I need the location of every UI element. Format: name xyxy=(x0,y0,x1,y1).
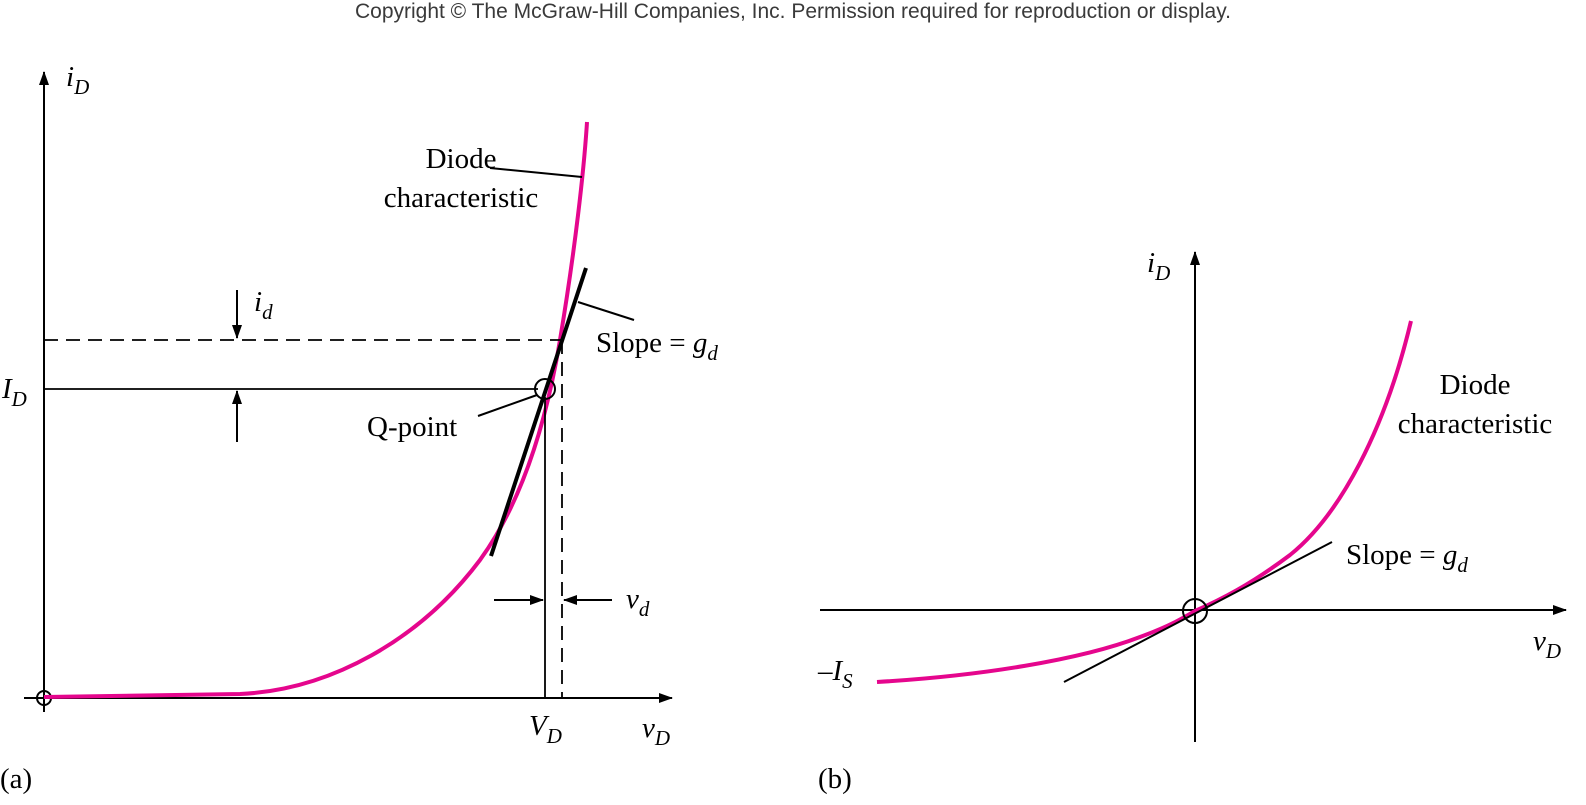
panel-a-y-axis-label: iD xyxy=(66,61,89,99)
panel-a-qpoint-leader xyxy=(477,394,538,417)
panel-b-curve-label-line1: Diode xyxy=(1440,369,1511,401)
panel-b: iD Diode characteristic Slope = gd vD –I… xyxy=(817,247,1567,795)
panel-a-bias-current-label: ID xyxy=(1,373,27,411)
panel-a-qpoint-label: Q-point xyxy=(367,411,457,443)
panel-b-diode-curve xyxy=(876,320,1413,684)
panel-a-tangent-line xyxy=(489,267,588,557)
panel-a-slope-label: Slope = gd xyxy=(596,327,718,365)
panel-b-x-axis-label: vD xyxy=(1533,625,1561,663)
panel-b-y-axis-label: iD xyxy=(1147,247,1170,285)
panel-b-saturation-label: –IS xyxy=(817,655,853,693)
panel-a-x-axis-label: vD xyxy=(642,712,670,750)
panel-a-bias-voltage-label: VD xyxy=(529,710,562,748)
panel-a-q-point xyxy=(534,378,556,400)
panel-b-tangent-line xyxy=(1063,541,1333,683)
panel-a-curve-label-line1: Diode xyxy=(426,143,497,175)
panel-a: iD Diode characteristic id Slope = gd ID… xyxy=(0,61,718,795)
panel-a-slope-leader xyxy=(577,301,635,321)
panel-b-origin-marker xyxy=(1182,598,1208,624)
panel-a-panel-label: (a) xyxy=(0,763,32,795)
panel-a-curve-leader xyxy=(489,167,583,178)
panel-b-curve-label-line2: characteristic xyxy=(1398,408,1553,440)
panel-b-panel-label: (b) xyxy=(818,763,852,795)
copyright-notice: Copyright © The McGraw-Hill Companies, I… xyxy=(354,0,1232,23)
panel-a-curve-label-line2: characteristic xyxy=(384,182,539,214)
panel-a-small-current-label: id xyxy=(254,286,273,324)
panel-a-small-voltage-label: vd xyxy=(626,583,650,621)
panel-a-diode-curve xyxy=(43,121,589,699)
panel-b-slope-label: Slope = gd xyxy=(1346,539,1468,577)
